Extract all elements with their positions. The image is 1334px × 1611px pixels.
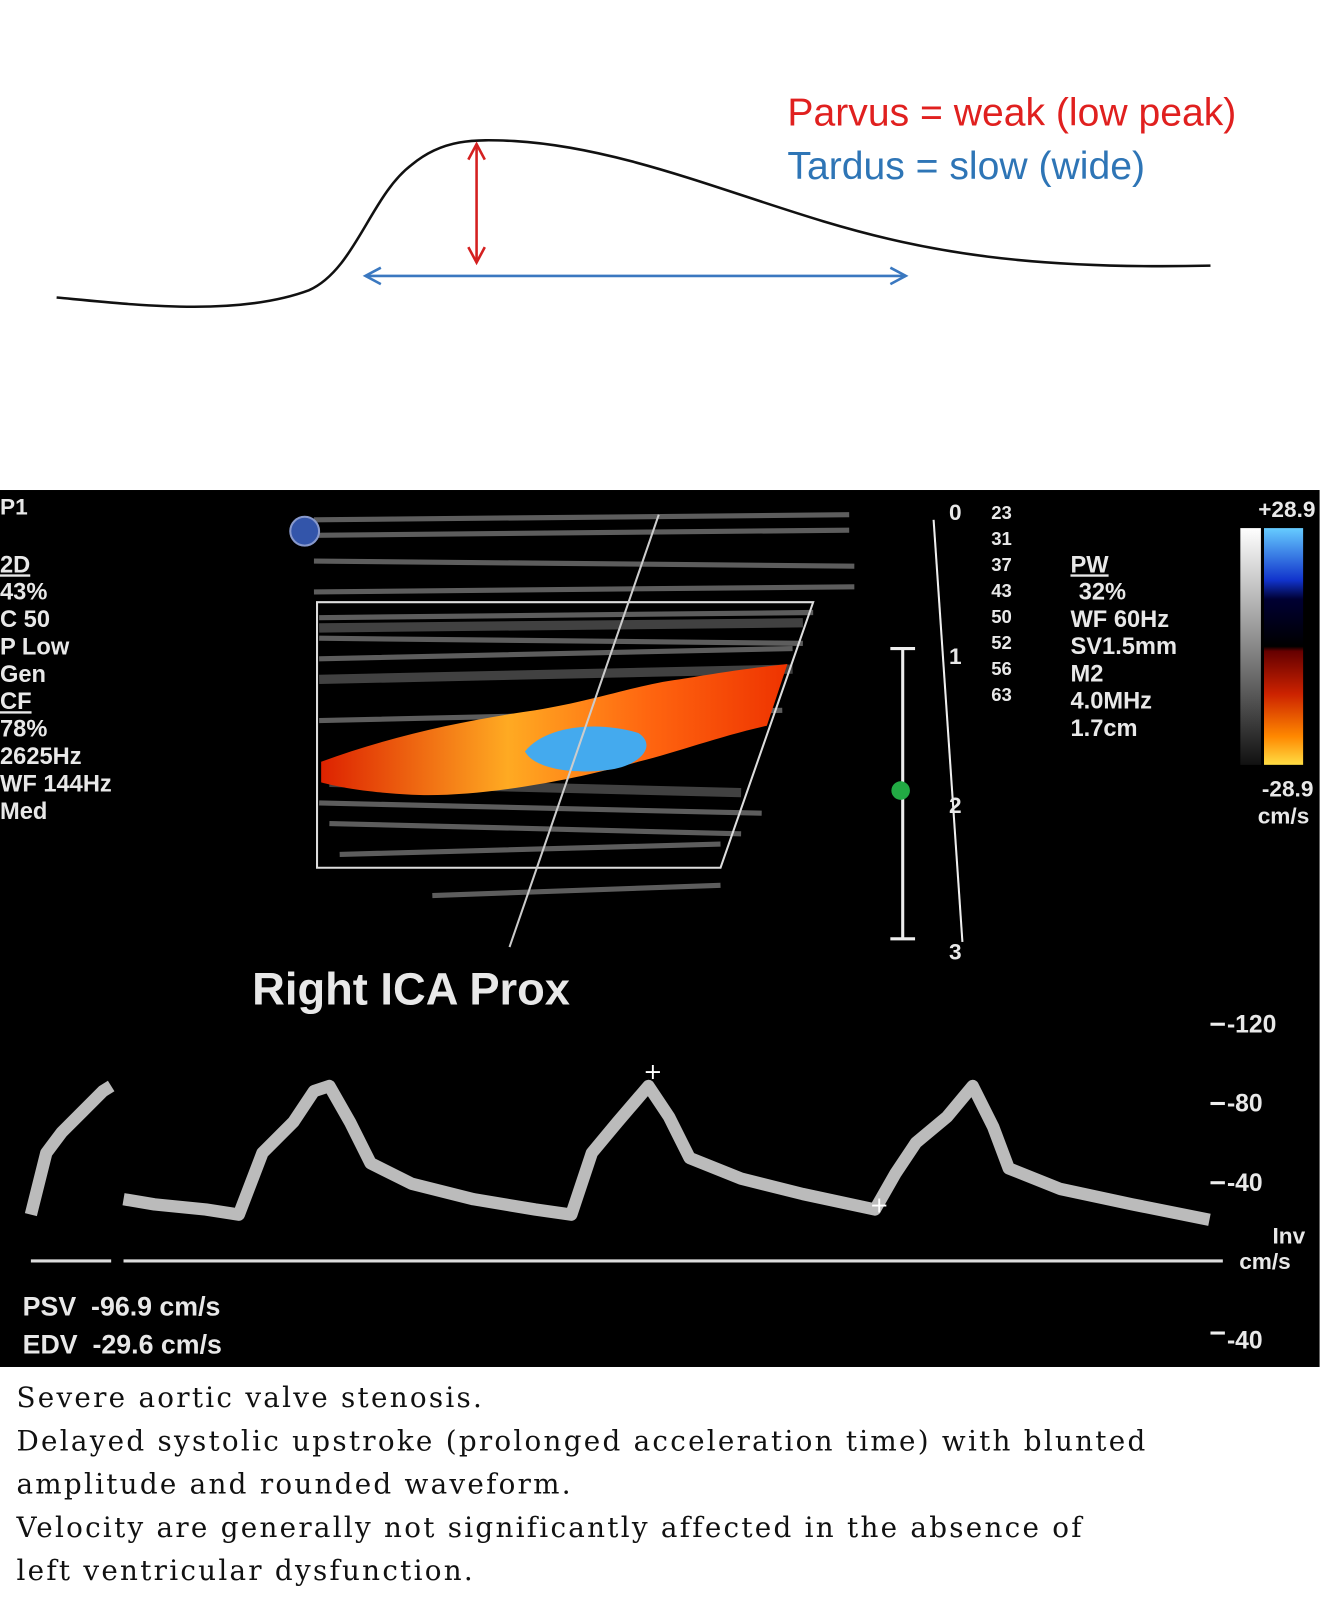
setting-label: P Low xyxy=(0,634,70,660)
measurement: EDV -29.6 cm/s xyxy=(23,1330,222,1360)
color-scale-top: +28.9 xyxy=(1258,497,1315,522)
color-bar xyxy=(1264,528,1304,765)
setting-label: C 50 xyxy=(0,607,50,633)
angle-value: 52 xyxy=(991,632,1012,653)
setting-label: 2D xyxy=(0,552,30,578)
inv-label: Inv xyxy=(1272,1223,1305,1248)
depth-label: 0 xyxy=(949,500,962,525)
velocity-label: -80 xyxy=(1227,1091,1263,1118)
setting-label: WF 144Hz xyxy=(0,771,112,797)
setting-label: 2625Hz xyxy=(0,744,82,770)
doppler-setting: 1.7cm xyxy=(1070,716,1137,742)
caption-area xyxy=(0,1366,1334,1611)
setting-label: CF xyxy=(0,689,32,715)
probe-marker xyxy=(289,515,321,547)
doppler-setting: 32% xyxy=(1079,580,1126,606)
psv-caliper: + xyxy=(643,1059,662,1085)
setting-label: Med xyxy=(0,799,47,825)
doppler-setting: WF 60Hz xyxy=(1070,607,1169,633)
depth-label: 2 xyxy=(949,793,962,818)
caption-line: Severe aortic valve stenosis. xyxy=(16,1381,484,1414)
gray-bar xyxy=(1240,528,1261,765)
angle-value: 37 xyxy=(991,554,1012,575)
depth-label: 3 xyxy=(949,939,962,964)
ultrasound-screen xyxy=(0,490,1320,1367)
setting-label: Gen xyxy=(0,662,46,688)
doppler-waveform xyxy=(24,1079,1211,1226)
color-flow xyxy=(321,663,788,796)
angle-value: 23 xyxy=(991,502,1012,523)
caption-line: left ventricular dysfunction. xyxy=(16,1554,475,1587)
waveform-curve xyxy=(56,139,1211,309)
doppler-setting: PW xyxy=(1070,552,1109,578)
velocity-label: -120 xyxy=(1227,1011,1276,1038)
angle-value: 56 xyxy=(991,658,1012,679)
color-box xyxy=(316,601,815,869)
bottom-scale-label: -40 xyxy=(1227,1327,1263,1354)
angle-value: 31 xyxy=(991,528,1012,549)
caption-line: Velocity are generally not significantly… xyxy=(15,1511,1083,1544)
cursor-line xyxy=(508,514,660,948)
depth-label: 1 xyxy=(949,644,962,669)
setting-label: 43% xyxy=(0,580,47,606)
tardus-label: Tardus = slow (wide) xyxy=(787,145,1145,188)
caption-line: Delayed systolic upstroke (prolonged acc… xyxy=(16,1424,1147,1457)
probe-label: P1 xyxy=(0,495,28,520)
setting-label: 78% xyxy=(0,717,47,743)
doppler-setting: M2 xyxy=(1070,661,1103,687)
parvus-label: Parvus = weak (low peak) xyxy=(787,92,1236,135)
color-scale-unit: cm/s xyxy=(1258,804,1310,829)
edv-caliper: + xyxy=(870,1193,889,1219)
angle-value: 50 xyxy=(991,606,1012,627)
angle-value: 63 xyxy=(991,684,1012,705)
measurement: PSV -96.9 cm/s xyxy=(23,1292,221,1322)
focus-marker xyxy=(891,781,910,800)
image-title: Right ICA Prox xyxy=(252,964,570,1015)
doppler-setting: 4.0MHz xyxy=(1070,689,1152,715)
tardus-arrow xyxy=(362,266,909,286)
aliased-flow xyxy=(524,726,647,772)
doppler-setting: SV1.5mm xyxy=(1070,634,1177,660)
color-scale-bottom: -28.9 xyxy=(1262,777,1314,802)
caption-line: amplitude and rounded waveform. xyxy=(16,1468,572,1501)
parvus-arrow xyxy=(467,141,486,266)
angle-value: 43 xyxy=(991,580,1012,601)
velocity-label: -40 xyxy=(1227,1170,1263,1197)
unit-label: cm/s xyxy=(1239,1249,1291,1274)
